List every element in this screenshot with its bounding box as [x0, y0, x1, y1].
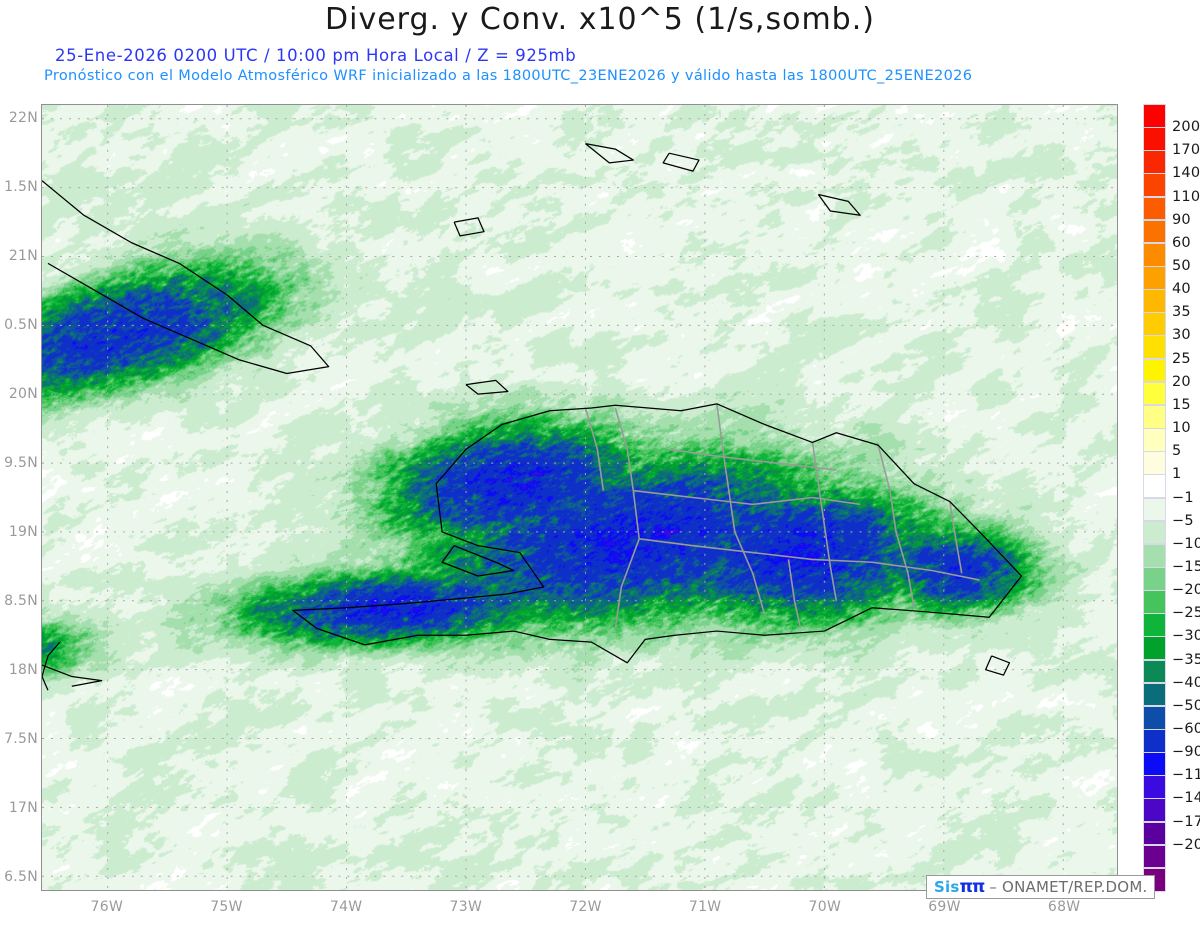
colorbar-band [1143, 728, 1166, 753]
x-tick-label: 73W [449, 899, 483, 915]
colorbar-tick-label: 20 [1172, 373, 1191, 390]
colorbar-band [1143, 358, 1166, 383]
colorbar-band [1143, 613, 1166, 637]
colorbar-band [1143, 104, 1166, 128]
y-tick-label: 7.5N [4, 731, 38, 748]
colorbar-tick-label: 15 [1172, 396, 1191, 413]
colorbar-tick-label: −50 [1172, 697, 1200, 714]
y-tick-label: 21N [8, 247, 38, 264]
colorbar-tick-label: 140 [1172, 165, 1200, 182]
colorbar-tick-label: 170 [1172, 142, 1200, 159]
colorbar-band [1143, 682, 1166, 707]
y-tick-label: 22N [8, 109, 38, 126]
x-tick-label: 74W [329, 899, 363, 915]
colorbar-tick-label: −25 [1172, 605, 1200, 622]
colorbar-tick-label: −140 [1172, 790, 1200, 807]
y-tick-label: 9.5N [4, 454, 38, 471]
x-tick-label: 71W [688, 899, 722, 915]
colorbar-tick-label: 35 [1172, 304, 1191, 321]
colorbar-tick-label: 30 [1172, 327, 1191, 344]
y-tick-label: 1.5N [4, 178, 38, 195]
colorbar-tick-label: 50 [1172, 258, 1191, 275]
colorbar-tick-label: −200 [1172, 836, 1200, 853]
colorbar-band [1143, 775, 1166, 799]
colorbar-band [1143, 497, 1166, 522]
colorbar-band [1143, 566, 1166, 591]
colorbar-band [1143, 428, 1166, 452]
colorbar-tick-label: 40 [1172, 281, 1191, 298]
colorbar-band [1143, 636, 1166, 661]
colorbar-tick-label: 1 [1172, 466, 1182, 483]
colorbar-tick-label: −35 [1172, 651, 1200, 668]
attribution-logo: Sis ππ – ONAMET/REP.DOM. [926, 875, 1156, 899]
colorbar-tick-label: −40 [1172, 674, 1200, 691]
colorbar-tick-label: 60 [1172, 234, 1191, 251]
colorbar-band [1143, 705, 1166, 730]
x-tick-label: 72W [569, 899, 602, 915]
y-tick-label: 17N [8, 800, 38, 817]
colorbar-band [1143, 798, 1166, 823]
colorbar-band [1143, 520, 1166, 545]
colorbar-band [1143, 590, 1166, 614]
colorbar-tick-label: −20 [1172, 582, 1200, 599]
colorbar[interactable]: 200 170 140 110 90 60 50 40 35 30 25 20 15 10 5 1 −1 −5 −1… [1143, 104, 1200, 892]
colorbar-tick-label: −30 [1172, 628, 1200, 645]
colorbar-band [1143, 266, 1166, 290]
colorbar-band [1143, 543, 1166, 568]
x-tick-label: 69W [928, 899, 961, 915]
y-tick-label: 0.5N [4, 316, 38, 333]
logo-organization-text: – ONAMET/REP.DOM. [989, 878, 1148, 896]
colorbar-tick-label: 200 [1172, 119, 1200, 136]
colorbar-tick-label: −15 [1172, 558, 1200, 575]
x-tick-label: 76W [90, 899, 124, 915]
colorbar-tick-label: 25 [1172, 350, 1191, 367]
colorbar-tick-label: −1 [1172, 489, 1194, 506]
model-description-subtitle: Pronóstico con el Modelo Atmosférico WRF… [44, 68, 973, 84]
colorbar-band [1143, 335, 1166, 360]
colorbar-band [1143, 659, 1166, 684]
colorbar-band [1143, 196, 1166, 221]
divergence-shading-canvas [42, 105, 1117, 890]
forecast-time-subtitle: 25-Ene-2026 0200 UTC / 10:00 pm Hora Loc… [55, 46, 577, 65]
y-tick-label: 6.5N [4, 869, 38, 886]
colorbar-band [1143, 404, 1166, 429]
x-tick-label: 68W [1047, 899, 1081, 915]
colorbar-tick-label: 90 [1172, 211, 1191, 228]
x-tick-label: 75W [210, 899, 243, 915]
colorbar-tick-label: −5 [1172, 512, 1194, 529]
colorbar-band [1143, 844, 1166, 869]
colorbar-tick-label: 110 [1172, 188, 1200, 205]
colorbar-tick-label: −170 [1172, 813, 1200, 830]
colorbar-band [1143, 474, 1166, 499]
y-tick-label: 20N [8, 385, 38, 402]
colorbar-band [1143, 127, 1166, 151]
colorbar-tick-label: 10 [1172, 420, 1191, 437]
colorbar-band [1143, 312, 1166, 337]
x-tick-label: 70W [808, 899, 842, 915]
colorbar-band [1143, 219, 1166, 244]
colorbar-band [1143, 173, 1166, 198]
colorbar-tick-label: −60 [1172, 720, 1200, 737]
page-title: Diverg. y Conv. x10^5 (1/s,somb.) [325, 2, 875, 37]
logo-pi-icon: ππ [959, 877, 985, 897]
colorbar-tick-label: −90 [1172, 744, 1200, 761]
colorbar-band [1143, 451, 1166, 475]
map-plot-area[interactable] [41, 104, 1118, 891]
logo-sis-text: Sis [934, 878, 960, 896]
y-tick-label: 8.5N [4, 593, 38, 610]
colorbar-band [1143, 821, 1166, 846]
colorbar-band [1143, 150, 1166, 175]
colorbar-band [1143, 752, 1166, 776]
colorbar-tick-label: 5 [1172, 443, 1182, 460]
colorbar-tick-label: −10 [1172, 535, 1200, 552]
colorbar-band [1143, 381, 1166, 406]
colorbar-band [1143, 289, 1166, 313]
y-tick-label: 19N [8, 524, 38, 541]
y-tick-label: 18N [8, 662, 38, 679]
colorbar-band [1143, 242, 1166, 267]
colorbar-tick-label: −110 [1172, 767, 1200, 784]
